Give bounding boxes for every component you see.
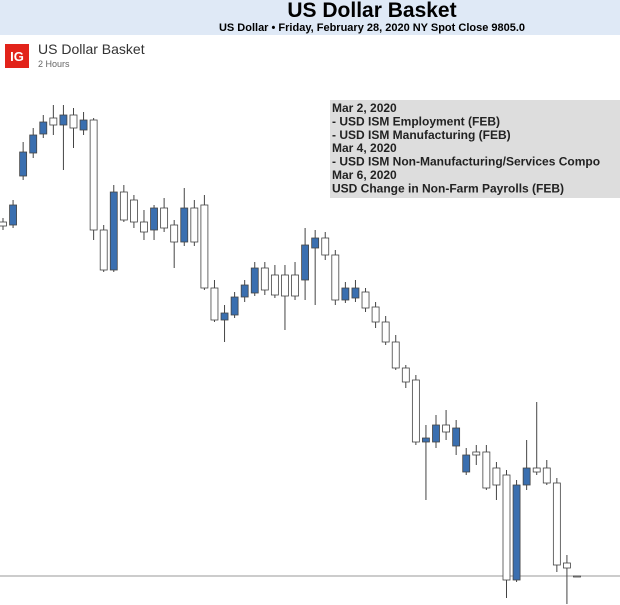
candle-body xyxy=(361,291,370,309)
candle-body xyxy=(492,467,501,486)
candle-body xyxy=(452,427,461,447)
annotation-line: - USD ISM Employment (FEB) xyxy=(332,114,500,128)
annotation-line: Mar 4, 2020 xyxy=(332,141,397,155)
candle-body xyxy=(542,467,551,484)
header-band xyxy=(0,0,620,35)
candle-body xyxy=(140,221,148,233)
annotation-line: Mar 6, 2020 xyxy=(332,168,397,182)
candle-body xyxy=(411,379,420,443)
candle-body xyxy=(29,134,38,154)
candle-body xyxy=(69,114,78,129)
candle-body xyxy=(19,151,28,177)
candle-body xyxy=(160,207,169,229)
candle-body xyxy=(210,287,219,321)
logo-text: IG xyxy=(10,49,24,64)
annotation-line: Mar 2, 2020 xyxy=(332,101,397,115)
candle-body xyxy=(89,119,98,231)
candle-body xyxy=(270,274,279,296)
candle-body xyxy=(573,575,581,578)
candle-body xyxy=(522,467,531,486)
candle-body xyxy=(401,367,410,383)
candle-body xyxy=(250,267,259,294)
candle-body xyxy=(371,306,380,323)
candle-body xyxy=(59,114,68,126)
candle-body xyxy=(532,467,541,473)
candle-body xyxy=(109,191,118,271)
candle-body xyxy=(502,474,511,581)
chart-subtitle: US Dollar • Friday, February 28, 2020 NY… xyxy=(219,22,525,34)
candle-body xyxy=(190,207,199,243)
candle-body xyxy=(220,312,229,321)
candle-body xyxy=(0,221,7,227)
annotations: Mar 2, 2020- USD ISM Employment (FEB)- U… xyxy=(332,101,600,195)
candle-body xyxy=(422,437,430,443)
candle-body xyxy=(552,482,561,566)
chart-title: US Dollar Basket xyxy=(287,0,456,22)
timeframe: 2 Hours xyxy=(38,59,70,69)
annotation-line: - USD ISM Non-Manufacturing/Services Com… xyxy=(332,155,600,169)
candle-body xyxy=(49,117,58,126)
candle-body xyxy=(79,119,88,131)
candle-body xyxy=(260,267,269,291)
candle-body xyxy=(432,424,440,443)
candle-body xyxy=(119,191,128,221)
candle-body xyxy=(512,484,521,581)
candle-body xyxy=(180,207,189,243)
candle-body xyxy=(301,244,310,281)
annotation-box xyxy=(330,100,620,198)
annotation-line: - USD ISM Manufacturing (FEB) xyxy=(332,128,511,142)
annotation-line: USD Change in Non-Farm Payrolls (FEB) xyxy=(332,181,564,195)
candle-body xyxy=(281,274,289,297)
candle-body xyxy=(311,237,320,249)
candle-body xyxy=(351,287,360,299)
candle-body xyxy=(442,424,450,433)
candle-body xyxy=(130,199,138,223)
candle-body xyxy=(321,237,330,256)
candle-body xyxy=(472,451,481,456)
candle-body xyxy=(291,274,299,297)
candle-body xyxy=(39,121,48,135)
candle-body xyxy=(381,321,390,343)
candle-body xyxy=(230,296,239,316)
logo-box xyxy=(5,44,29,68)
candle-body xyxy=(170,224,179,243)
candle-body xyxy=(200,204,209,289)
candle-body xyxy=(341,287,350,301)
candles xyxy=(0,105,620,604)
candle-body xyxy=(462,454,471,473)
candle-body xyxy=(563,562,571,569)
candle-body xyxy=(391,341,400,369)
candle-body xyxy=(9,204,17,226)
instrument-name: US Dollar Basket xyxy=(38,41,145,57)
candle-body xyxy=(331,254,340,301)
candle-body xyxy=(482,451,491,489)
candle-body xyxy=(150,207,158,231)
candle-body xyxy=(99,229,108,271)
candle-body xyxy=(240,284,249,298)
